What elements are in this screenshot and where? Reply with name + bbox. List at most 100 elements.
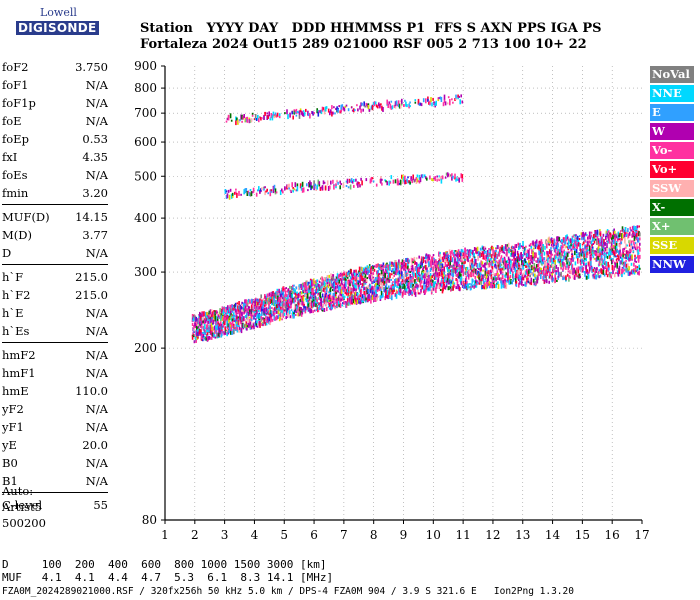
- ionogram-echo-point: [513, 277, 516, 280]
- ionogram-echo-point: [472, 264, 475, 267]
- ionogram-echo-point: [252, 187, 255, 193]
- ionogram-echo-point: [507, 264, 510, 269]
- ionogram-echo-point: [329, 288, 332, 292]
- ionogram-echo-point: [615, 235, 618, 239]
- ionogram-echo-point: [283, 312, 286, 316]
- ionogram-echo-point: [328, 291, 330, 294]
- ionogram-echo-point: [264, 111, 266, 116]
- ionogram-echo-point: [560, 250, 563, 253]
- ionogram-echo-point: [333, 184, 335, 190]
- ionogram-echo-point: [387, 278, 389, 282]
- ionogram-echo-point: [578, 235, 581, 238]
- ionogram-echo-point: [326, 294, 328, 299]
- ionogram-echo-point: [544, 261, 546, 266]
- ionogram-echo-point: [547, 257, 550, 260]
- ionogram-echo-point: [250, 312, 252, 315]
- ionogram-echo-point: [385, 279, 388, 284]
- ionogram-echo-point: [191, 323, 194, 326]
- ionogram-echo-point: [628, 256, 630, 262]
- ionogram-echo-point: [302, 290, 305, 293]
- ionogram-echo-point: [548, 259, 550, 263]
- ionogram-echo-point: [373, 265, 376, 268]
- ionogram-echo-point: [239, 310, 242, 315]
- ionogram-echo-point: [568, 251, 570, 254]
- ionogram-echo-point: [299, 298, 302, 302]
- ionogram-echo-point: [298, 306, 300, 312]
- ionogram-echo-point: [523, 262, 526, 266]
- parameter-name: yF1: [2, 420, 24, 434]
- ionogram-echo-point: [361, 285, 363, 288]
- ionogram-echo-point: [244, 303, 246, 307]
- ionogram-echo-point: [584, 272, 586, 277]
- ionogram-echo-point: [393, 287, 395, 292]
- ionogram-echo-point: [360, 177, 362, 181]
- auto-version: 500200: [2, 516, 46, 530]
- parameter-value: N/A: [85, 168, 108, 182]
- ionogram-echo-point: [553, 243, 555, 247]
- ionogram-echo-point: [507, 275, 509, 279]
- ionogram-echo-point: [423, 174, 426, 178]
- ionogram-echo-point: [338, 304, 341, 308]
- ionogram-echo-point: [302, 296, 305, 302]
- ionogram-echo-point: [584, 239, 587, 243]
- ionogram-echo-point: [562, 261, 564, 266]
- ionogram-echo-point: [465, 275, 468, 280]
- ionogram-echo-point: [598, 269, 601, 272]
- ionogram-echo-point: [497, 265, 499, 271]
- ionogram-echo-point: [509, 276, 511, 280]
- ionogram-echo-point: [514, 248, 516, 254]
- ionogram-echo-point: [287, 295, 289, 301]
- ionogram-echo-point: [393, 275, 395, 277]
- ionogram-echo-point: [628, 231, 631, 236]
- ionogram-echo-point: [287, 114, 289, 120]
- ionogram-echo-point: [519, 244, 521, 249]
- ionogram-echo-point: [260, 118, 262, 121]
- ionogram-echo-point: [580, 258, 582, 263]
- ionogram-echo-point: [225, 330, 228, 333]
- ionogram-echo-point: [288, 183, 290, 189]
- ionogram-echo-point: [461, 265, 464, 269]
- ionogram-echo-point: [201, 312, 203, 317]
- ionogram-echo-point: [260, 322, 262, 326]
- ionogram-echo-point: [575, 267, 578, 272]
- ionogram-echo-point: [209, 318, 211, 324]
- ionogram-echo-point: [352, 294, 355, 299]
- ionogram-echo-point: [397, 265, 400, 270]
- ionogram-echo-point: [328, 274, 330, 278]
- ionogram-echo-point: [354, 272, 356, 277]
- ionogram-echo-point: [321, 308, 324, 312]
- ionogram-echo-point: [354, 291, 357, 296]
- ionogram-echo-point: [498, 266, 501, 270]
- ionogram-echo-point: [346, 296, 349, 299]
- ionogram-echo-point: [363, 267, 365, 272]
- ionogram-echo-point: [484, 250, 487, 253]
- ionogram-echo-point: [439, 282, 442, 287]
- ionogram-echo-point: [605, 252, 608, 258]
- ionogram-echo-point: [444, 277, 446, 280]
- ionogram-echo-point: [295, 114, 298, 117]
- ionogram-echo-point: [205, 316, 208, 322]
- ionogram-echo-point: [500, 259, 503, 264]
- ionogram-echo-point: [432, 279, 434, 283]
- ionogram-echo-point: [256, 314, 258, 319]
- ionogram-echo-point: [566, 252, 569, 257]
- ionogram-echo-point: [254, 312, 256, 317]
- ionogram-echo-point: [599, 274, 602, 278]
- ionogram-echo-point: [427, 258, 429, 264]
- ionogram-echo-point: [266, 112, 268, 115]
- ionogram-echo-point: [532, 242, 535, 246]
- ionogram-echo-point: [274, 191, 277, 195]
- ionogram-echo-point: [309, 294, 312, 299]
- ionogram-echo-point: [255, 118, 258, 121]
- ionogram-echo-point: [370, 298, 372, 304]
- ionogram-echo-point: [211, 316, 214, 321]
- ionogram-echo-point: [529, 255, 532, 258]
- ionogram-echo-point: [377, 263, 379, 268]
- ionogram-echo-point: [462, 272, 465, 277]
- ionogram-echo-point: [359, 294, 361, 298]
- ionogram-echo-point: [472, 261, 475, 265]
- ionogram-echo-point: [249, 299, 251, 304]
- ionogram-echo-point: [308, 283, 311, 286]
- ionogram-echo-point: [409, 273, 412, 279]
- ionogram-echo-point: [506, 260, 509, 264]
